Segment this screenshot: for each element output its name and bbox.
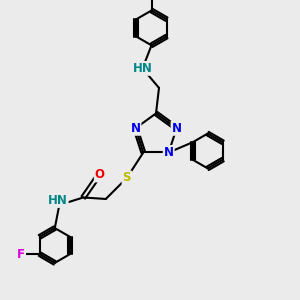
- Text: O: O: [95, 169, 105, 182]
- Text: S: S: [123, 172, 131, 184]
- Text: N: N: [164, 146, 174, 159]
- Text: HN: HN: [133, 62, 152, 75]
- Text: F: F: [17, 248, 25, 261]
- Text: N: N: [172, 122, 182, 135]
- Text: HN: HN: [48, 194, 68, 207]
- Text: N: N: [130, 122, 140, 135]
